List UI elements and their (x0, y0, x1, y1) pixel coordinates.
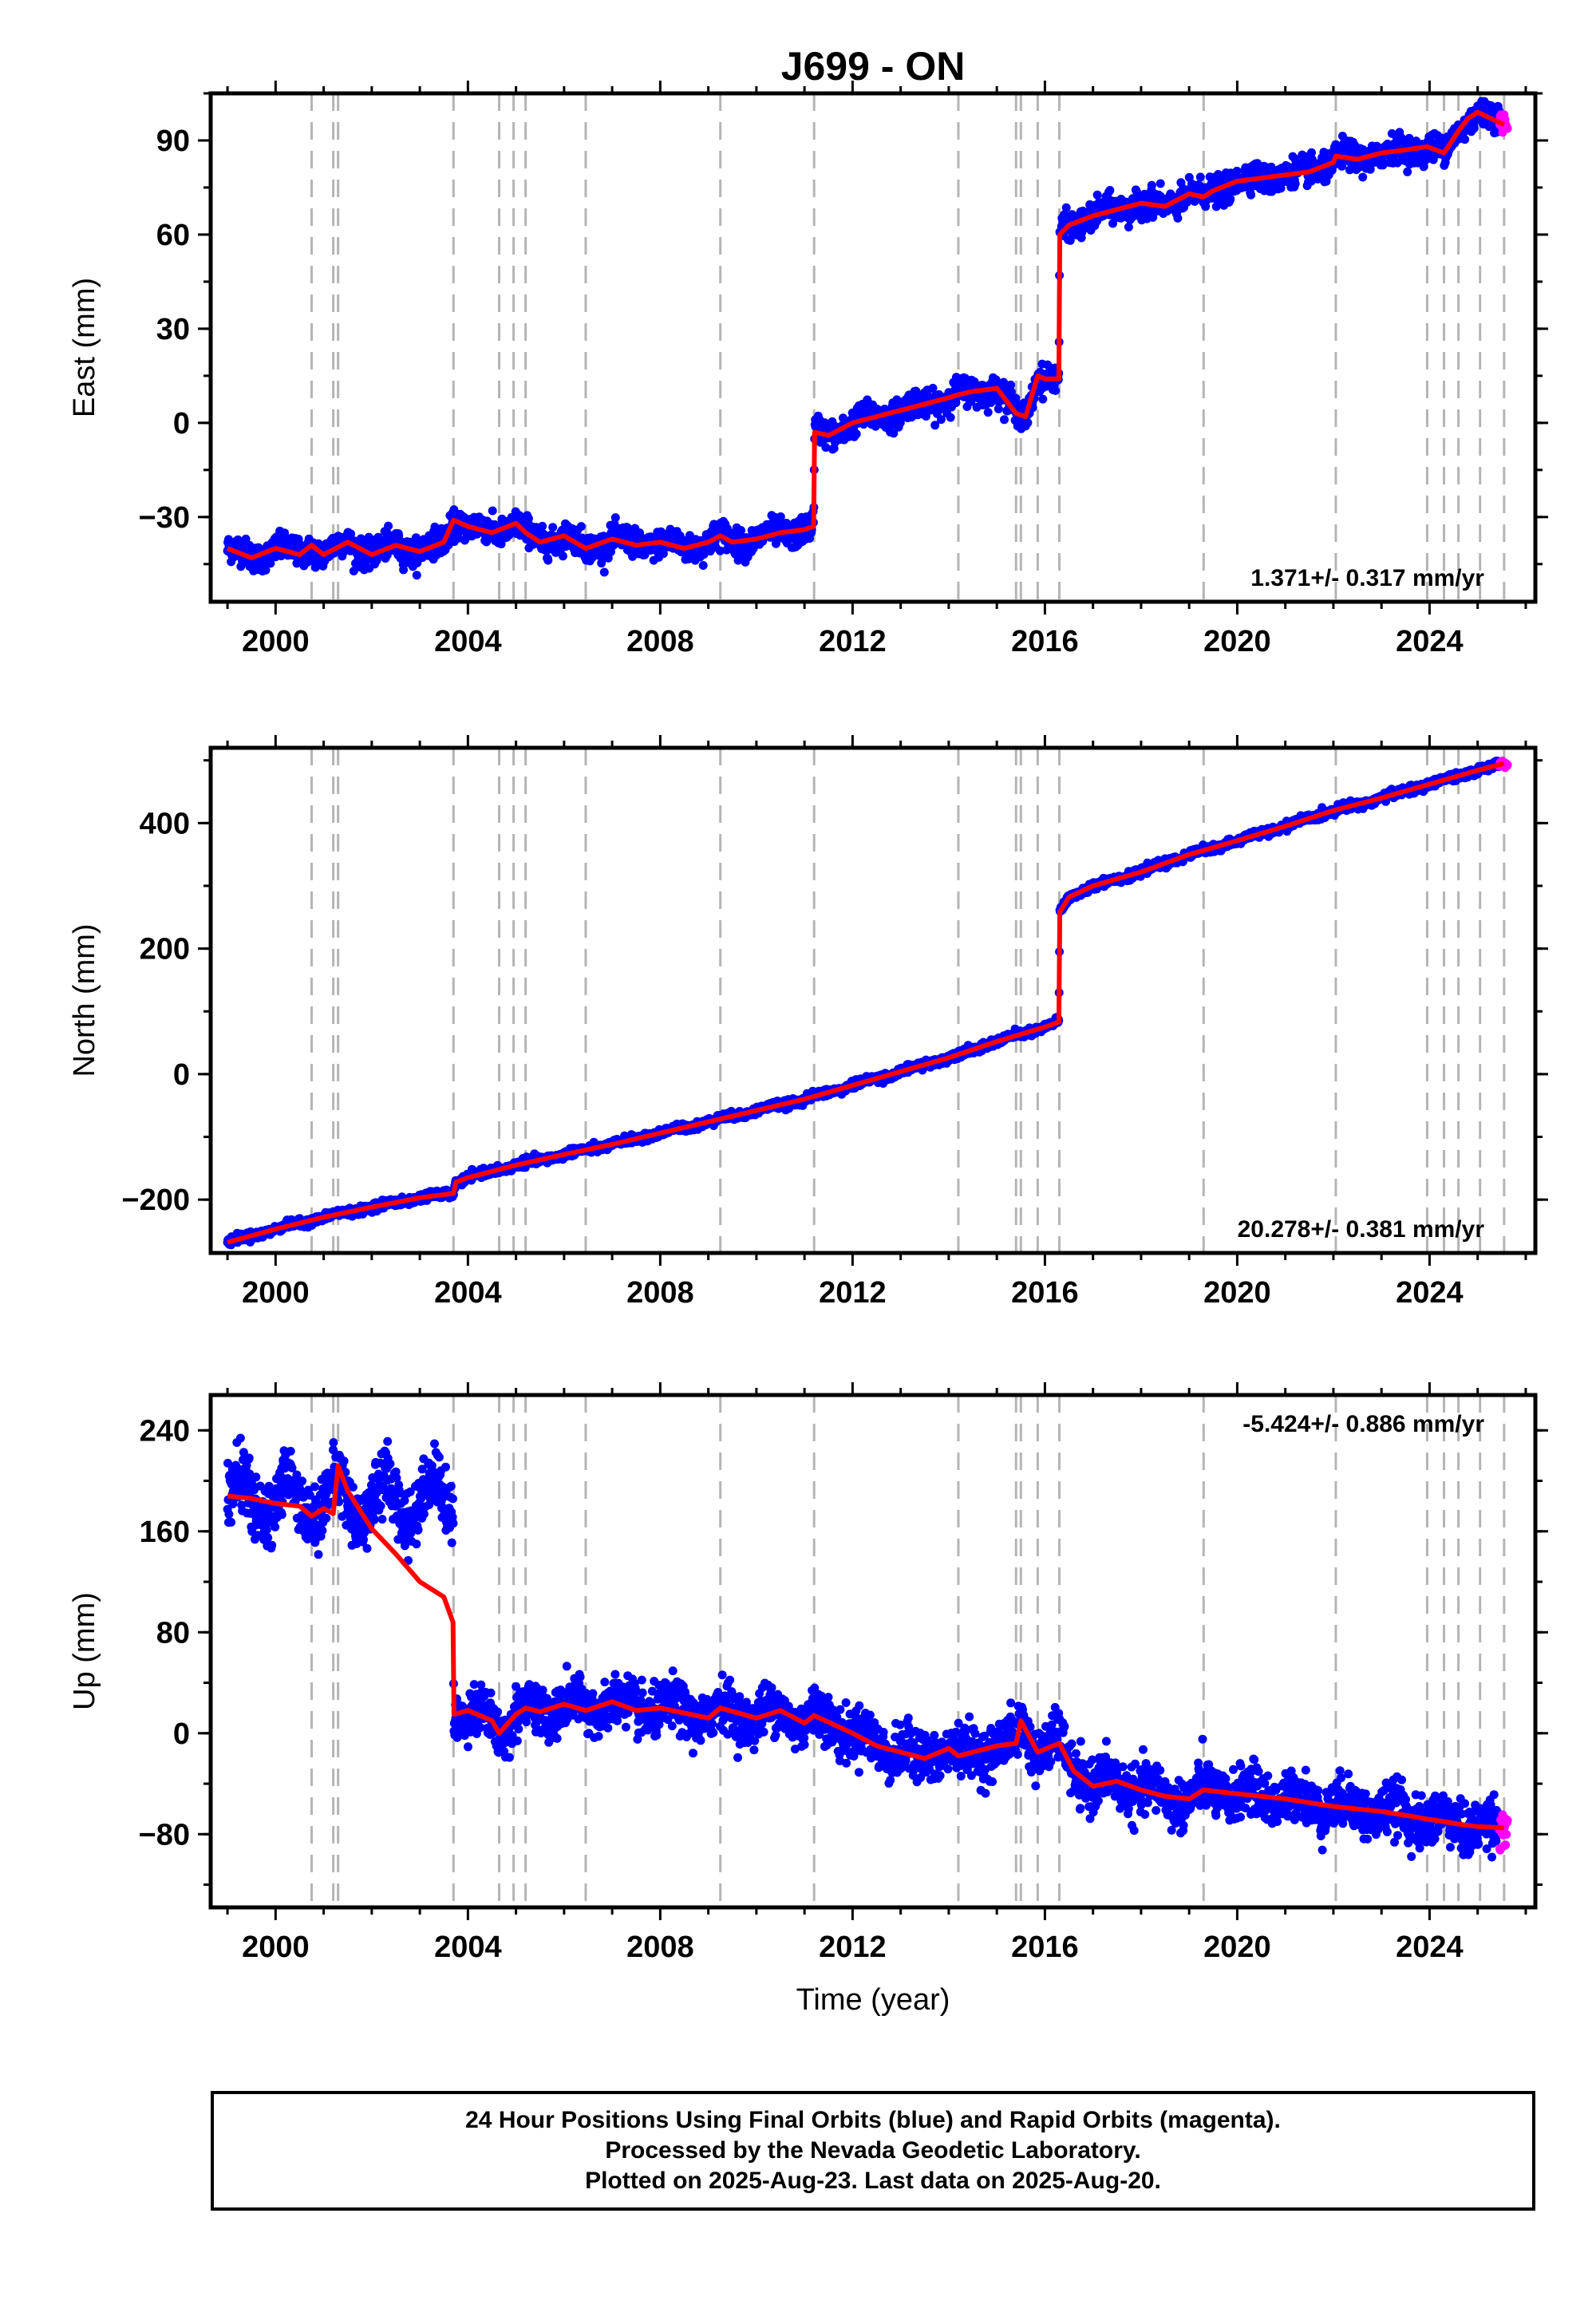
data-point (1000, 415, 1009, 425)
y-tick-label: 0 (173, 407, 190, 441)
data-point (851, 429, 861, 439)
data-point (1147, 180, 1156, 190)
data-point (889, 429, 899, 438)
data-point (1038, 394, 1048, 404)
y-axis-label-east: East (mm) (68, 278, 101, 417)
data-point (994, 404, 1003, 413)
data-point (776, 512, 785, 521)
data-point (658, 549, 668, 559)
data-point (737, 526, 746, 536)
data-point (349, 567, 358, 575)
data-point (1403, 167, 1412, 176)
data-point (1124, 223, 1133, 231)
data-point (1006, 380, 1016, 389)
data-point (1428, 155, 1438, 164)
data-point (1226, 194, 1235, 204)
y-tick-label: 60 (156, 219, 190, 252)
data-point (930, 421, 940, 430)
data-point (576, 522, 586, 532)
data-point (1276, 184, 1286, 193)
data-point (1156, 179, 1165, 188)
data-point (382, 551, 392, 559)
plot-frame (208, 91, 1538, 604)
data-point (1246, 190, 1256, 200)
data-point (1007, 387, 1016, 397)
panel-north: 2000 2004 2008 2012 2016 2020 2024−2000200400N… (68, 735, 1548, 1310)
data-point (412, 571, 421, 580)
data-point (1337, 161, 1346, 171)
model-line (227, 109, 1506, 560)
data-point (241, 534, 251, 543)
data-point (895, 418, 905, 428)
data-point (946, 413, 955, 422)
data-point (280, 528, 289, 538)
panels-group: 2000 2004 2008 2012 2016 2020 2024 −30 0 30 60 90 Ea… (68, 81, 1548, 1964)
data-point (936, 415, 946, 425)
data-point (1307, 148, 1316, 157)
data-point (1092, 190, 1102, 200)
y-tick-label: −30 (139, 501, 190, 535)
plot-area-north (223, 748, 1512, 1253)
data-point (543, 555, 553, 565)
data-point (1378, 160, 1388, 170)
data-point (488, 506, 497, 516)
data-point (1307, 155, 1317, 164)
data-point (610, 513, 620, 523)
y-tick-label: 30 (156, 313, 190, 346)
data-point (346, 529, 356, 539)
data-point (1469, 124, 1479, 133)
data-point (1358, 172, 1368, 182)
data-point (1460, 135, 1470, 144)
data-point (261, 565, 271, 575)
figure-title: J699 - ON (781, 44, 966, 89)
data-point (453, 534, 463, 543)
data-point (1232, 166, 1242, 176)
data-point (698, 561, 708, 570)
data-point (384, 521, 393, 531)
panel-east: 2000 2004 2008 2012 2016 2020 2024 −30 0 30 60 90 Ea… (68, 81, 1548, 658)
x-tick-label: 2008 (626, 625, 694, 658)
data-point (1061, 203, 1071, 212)
y-tick-label: 90 (156, 124, 190, 158)
data-point (951, 398, 961, 408)
data-point (599, 567, 609, 577)
data-point (1051, 385, 1061, 395)
data-point (548, 523, 558, 532)
data-point (1195, 172, 1205, 182)
data-point (1173, 213, 1183, 223)
x-tick-label: 2000 (242, 625, 310, 658)
data-point (266, 559, 275, 568)
x-tick-label: 2020 (1203, 625, 1271, 658)
data-point (1023, 418, 1033, 428)
data-point (1105, 186, 1115, 195)
x-tick-label: 2024 (1396, 625, 1464, 658)
x-tick-label: 2016 (1011, 625, 1079, 658)
plot-area-east (223, 93, 1512, 602)
data-point (821, 443, 831, 453)
data-point (715, 546, 725, 555)
data-point (1365, 164, 1375, 174)
data-point (399, 565, 409, 575)
data-point (928, 383, 938, 393)
data-point (558, 551, 567, 561)
data-point (1290, 179, 1300, 188)
data-point (538, 521, 547, 531)
data-point (523, 514, 533, 524)
x-tick-label: 2004 (434, 625, 502, 658)
x-tick-label: 2012 (819, 625, 887, 658)
data-point (983, 408, 993, 417)
rate-text-east: 1.371+/- 0.317 mm/yr (1250, 565, 1484, 591)
rapid-point (1503, 124, 1512, 133)
